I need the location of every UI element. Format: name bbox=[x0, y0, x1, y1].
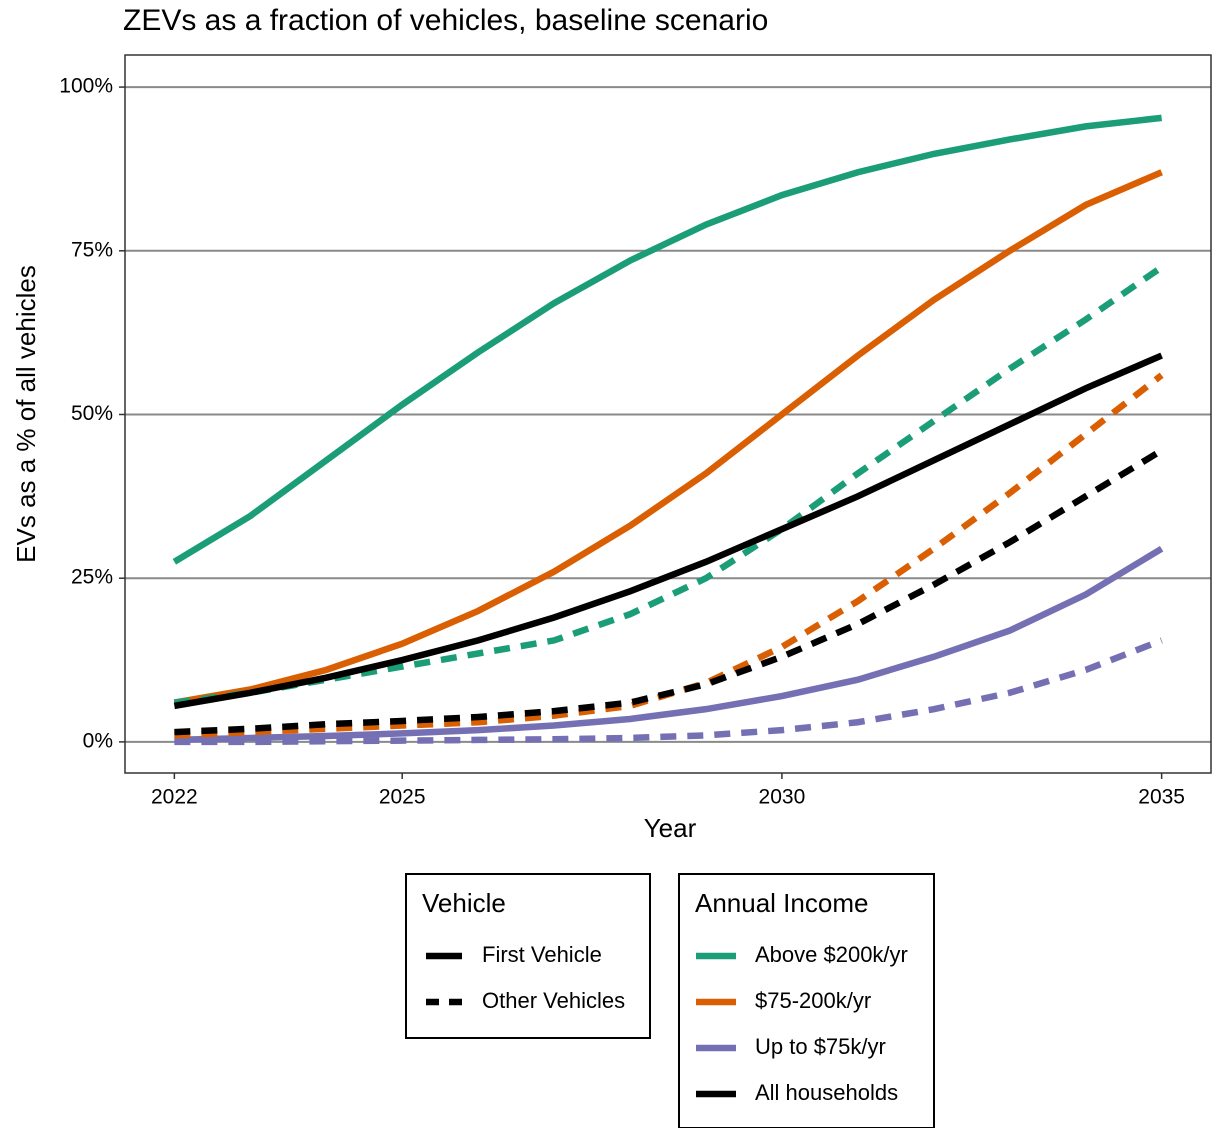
legend-label: $75-200k/yr bbox=[755, 988, 871, 1013]
x-tick-label: 2035 bbox=[1138, 786, 1185, 809]
legend-title: Vehicle bbox=[422, 888, 506, 918]
legend-label: Other Vehicles bbox=[482, 988, 625, 1013]
series-line bbox=[174, 637, 1163, 746]
y-tick-label: 100% bbox=[59, 75, 113, 98]
y-tick-label: 75% bbox=[71, 238, 113, 261]
plot-border bbox=[124, 54, 1212, 774]
series-line bbox=[174, 545, 1164, 744]
legend-label: All households bbox=[755, 1080, 898, 1105]
series-line bbox=[173, 264, 1164, 706]
y-tick-label: 25% bbox=[71, 566, 113, 589]
chart-title: ZEVs as a fraction of vehicles, baseline… bbox=[123, 4, 768, 37]
legend-title: Annual Income bbox=[695, 888, 868, 918]
legend-label: First Vehicle bbox=[482, 942, 602, 967]
x-tick-label: 2022 bbox=[151, 786, 198, 809]
y-tick-label: 50% bbox=[71, 402, 113, 425]
x-tick-label: 2025 bbox=[379, 786, 426, 809]
series-line bbox=[173, 169, 1163, 706]
y-tick-label: 0% bbox=[83, 729, 113, 752]
x-tick-label: 2030 bbox=[759, 786, 806, 809]
legend-label: Above $200k/yr bbox=[755, 942, 908, 967]
y-axis-label: EVs as a % of all vehicles bbox=[11, 265, 41, 563]
legend-label: Up to $75k/yr bbox=[755, 1034, 886, 1059]
series-line bbox=[172, 114, 1163, 565]
x-axis-label: Year bbox=[644, 813, 697, 843]
series-line bbox=[174, 447, 1164, 736]
series-line bbox=[173, 352, 1163, 710]
